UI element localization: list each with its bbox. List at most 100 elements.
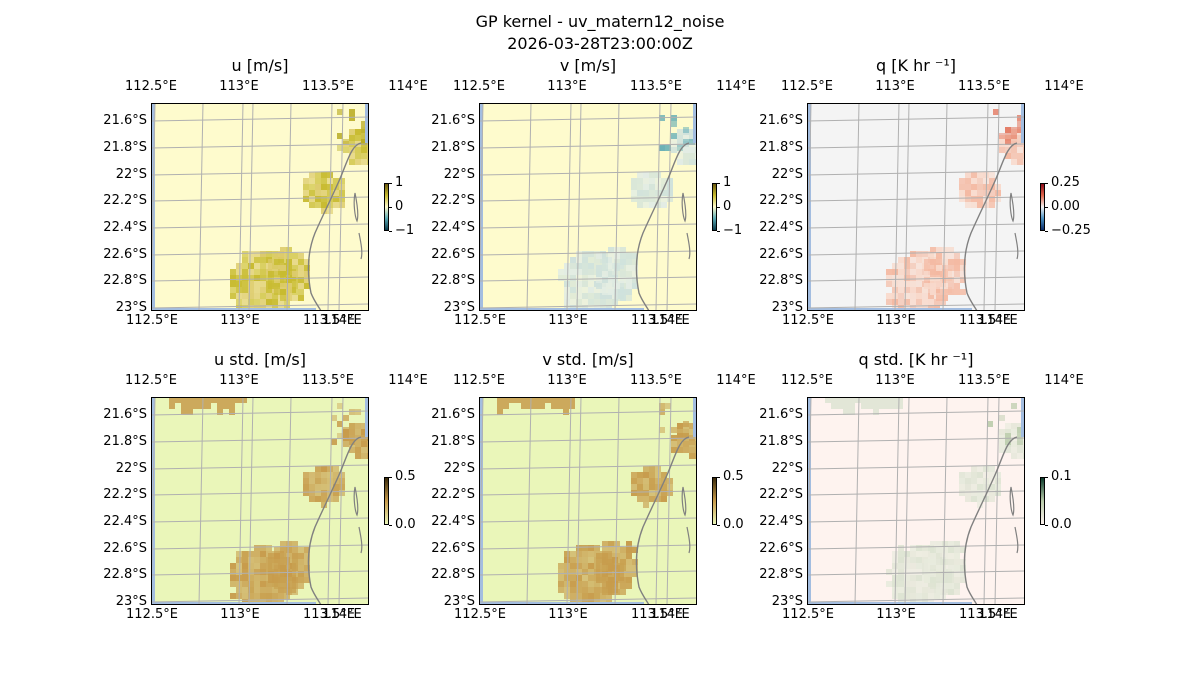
meridian bbox=[248, 397, 254, 605]
field-cell bbox=[948, 541, 954, 547]
coastline bbox=[307, 142, 362, 311]
field-cell bbox=[558, 275, 564, 281]
field-cell bbox=[333, 466, 339, 472]
lon-tick-bottom: 113°E bbox=[876, 607, 916, 622]
field-cell bbox=[582, 251, 588, 257]
field-cell bbox=[298, 565, 304, 571]
field-cell bbox=[527, 397, 533, 409]
field-cell bbox=[948, 289, 954, 295]
lon-tick-top: 113°E bbox=[219, 373, 259, 388]
field-cell bbox=[321, 466, 327, 472]
field-cell bbox=[683, 441, 689, 447]
lat-tick: 22.6°S bbox=[103, 541, 147, 556]
field-cell bbox=[904, 575, 910, 581]
lon-tick-bottom: 113°E bbox=[220, 313, 260, 328]
field-cell bbox=[649, 178, 655, 184]
field-cell bbox=[355, 441, 361, 447]
field-cell bbox=[248, 557, 254, 563]
field-cell bbox=[564, 557, 570, 563]
field-cell bbox=[910, 275, 916, 281]
field-cell bbox=[1011, 153, 1017, 159]
field-cell bbox=[965, 484, 971, 490]
field-cell bbox=[272, 587, 278, 593]
field-cell bbox=[898, 293, 904, 299]
field-cell bbox=[349, 153, 355, 159]
lat-tick: 21.8°S bbox=[759, 434, 803, 449]
field-cell bbox=[260, 293, 266, 299]
field-cell bbox=[643, 196, 649, 202]
field-cell bbox=[230, 593, 236, 599]
field-cell bbox=[631, 196, 637, 202]
map-q_std bbox=[807, 397, 1025, 605]
lat-tick: 21.8°S bbox=[431, 140, 475, 155]
field-cell bbox=[665, 403, 671, 409]
lon-tick-top: 114°E bbox=[716, 79, 756, 94]
field-cell bbox=[916, 281, 922, 287]
parallel bbox=[807, 597, 1025, 603]
field-cell bbox=[942, 577, 948, 583]
coastline-islands bbox=[681, 192, 691, 260]
field-cell bbox=[971, 178, 977, 184]
field-cell bbox=[594, 299, 600, 305]
field-cell bbox=[1011, 403, 1017, 409]
field-cell bbox=[254, 563, 260, 569]
field-cell bbox=[260, 569, 266, 575]
field-cell bbox=[304, 565, 310, 571]
field-cell bbox=[655, 466, 661, 472]
field-cell bbox=[286, 553, 292, 559]
field-cell bbox=[689, 447, 695, 453]
field-cell bbox=[959, 184, 965, 190]
ocean-edge bbox=[1021, 397, 1025, 437]
panel-title-v_std: v std. [m/s] bbox=[542, 350, 634, 369]
field-cell bbox=[626, 577, 632, 583]
field-cell bbox=[298, 553, 304, 559]
field-cell bbox=[626, 271, 632, 277]
field-cell bbox=[989, 484, 995, 490]
field-cell bbox=[904, 281, 910, 287]
field-cell bbox=[349, 135, 355, 141]
field-cell bbox=[942, 265, 948, 271]
field-cell bbox=[922, 299, 928, 305]
field-cell bbox=[274, 265, 280, 271]
field-cell bbox=[989, 190, 995, 196]
field-cell bbox=[230, 269, 236, 275]
field-cell bbox=[564, 575, 570, 581]
field-cell bbox=[643, 472, 649, 478]
field-cell bbox=[626, 559, 632, 565]
field-cell bbox=[321, 178, 327, 184]
lat-tick: 23°S bbox=[115, 300, 147, 315]
field-cell bbox=[361, 453, 367, 459]
field-cell bbox=[564, 269, 570, 275]
field-cell bbox=[677, 433, 683, 439]
lat-tick: 22.6°S bbox=[759, 541, 803, 556]
parallel bbox=[479, 170, 697, 176]
field-cell bbox=[333, 196, 339, 202]
field-cell bbox=[954, 259, 960, 265]
field-cell bbox=[608, 277, 614, 283]
field-cell bbox=[608, 289, 614, 295]
field-cell bbox=[558, 569, 564, 575]
lat-tick: 21.6°S bbox=[103, 113, 147, 128]
map-plot-u bbox=[151, 103, 369, 311]
field-cell bbox=[260, 257, 266, 263]
field-cell bbox=[533, 397, 539, 409]
field-cell bbox=[989, 490, 995, 496]
lon-tick-top: 114°E bbox=[716, 373, 756, 388]
field-cell bbox=[936, 265, 942, 271]
field-cell bbox=[292, 295, 298, 301]
lat-tick: 22.2°S bbox=[431, 193, 475, 208]
lat-tick: 21.8°S bbox=[103, 140, 147, 155]
field-cell bbox=[274, 571, 280, 577]
field-cell bbox=[292, 265, 298, 271]
field-cell bbox=[954, 253, 960, 259]
lat-tick: 22°S bbox=[115, 461, 147, 476]
field-cell bbox=[355, 429, 361, 435]
field-cell bbox=[337, 133, 343, 139]
field-cell bbox=[199, 397, 205, 409]
field-cell bbox=[855, 397, 861, 403]
field-cell bbox=[614, 259, 620, 265]
field-cell bbox=[659, 403, 665, 409]
field-cell bbox=[339, 184, 345, 190]
field-cell bbox=[333, 472, 339, 478]
field-cell bbox=[594, 587, 600, 593]
